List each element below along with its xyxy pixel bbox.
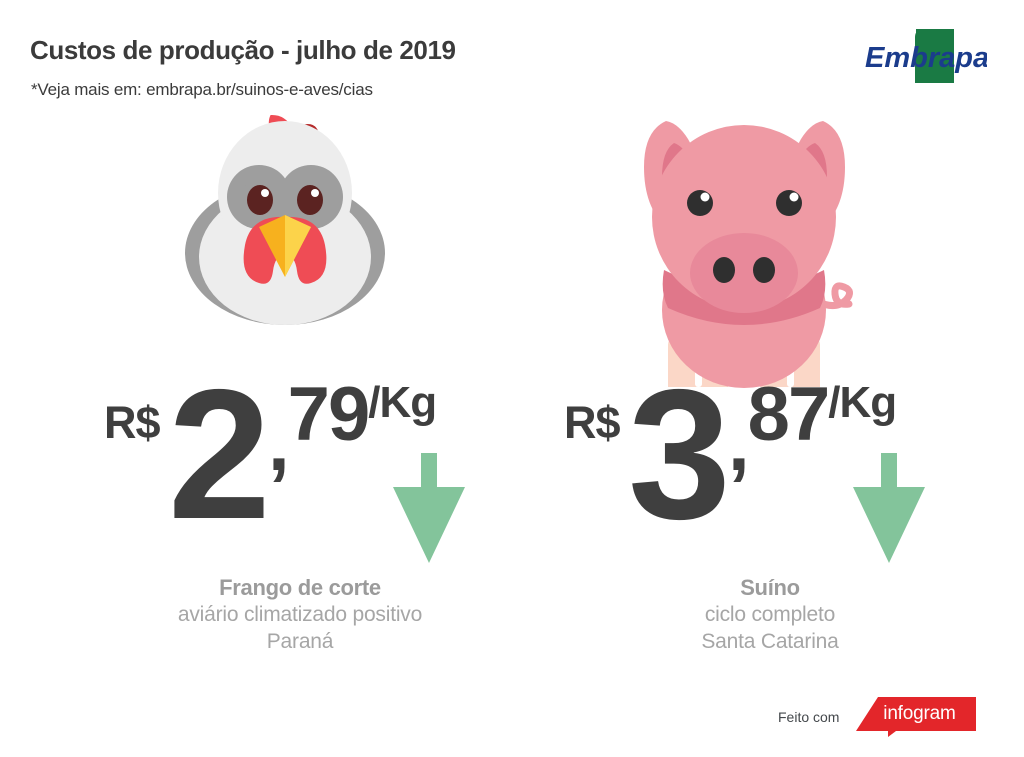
- caption-detail: ciclo completo: [704, 603, 836, 627]
- price-comma: ,: [268, 399, 290, 487]
- chicken-icon: [175, 105, 395, 325]
- infogram-badge[interactable]: infogram: [848, 697, 977, 737]
- arrow-down-icon: [853, 453, 925, 563]
- caption-region: Paraná: [266, 630, 334, 654]
- price-cents: 79: [287, 372, 371, 457]
- embrapa-leaf-icon: [915, 29, 954, 83]
- embrapa-wordmark: Embrapa: [865, 42, 987, 74]
- caption-title: Frango de corte: [219, 575, 381, 600]
- arrow-down-icon: [393, 453, 465, 563]
- price-comma: ,: [728, 399, 750, 487]
- currency-symbol: R$: [564, 397, 621, 448]
- pig-tail-icon: [814, 282, 853, 309]
- price-integer: 2: [168, 352, 271, 558]
- infogram-bubble-icon: [856, 697, 977, 737]
- pig-icon: [612, 105, 877, 390]
- price-fraction-group: , 87 /Kg: [728, 372, 897, 482]
- page-subtitle: *Veja mais em: embrapa.br/suinos-e-aves/…: [31, 80, 373, 99]
- price-integer: 3: [628, 352, 731, 558]
- made-with-label: Feito com: [778, 709, 840, 725]
- footer-attribution: Feito com infogram: [778, 697, 977, 737]
- price-block-chicken: R$ 2 , 79 /Kg: [90, 363, 490, 563]
- price-unit: /Kg: [368, 378, 437, 427]
- caption-title: Suíno: [740, 575, 800, 600]
- currency-symbol: R$: [104, 397, 161, 448]
- caption-pig: Suíno ciclo completo Santa Catarina: [590, 574, 950, 656]
- infogram-label: infogram: [883, 703, 956, 724]
- price-block-pig: R$ 3 , 87 /Kg: [550, 363, 950, 563]
- price-fraction-group: , 79 /Kg: [268, 372, 437, 482]
- embrapa-logo[interactable]: Embrapa: [862, 27, 989, 85]
- caption-detail: aviário climatizado positivo: [177, 603, 423, 627]
- caption-region: Santa Catarina: [701, 630, 839, 654]
- price-cents: 87: [747, 372, 831, 457]
- page-title: Custos de produção - julho de 2019: [30, 35, 456, 65]
- caption-chicken: Frango de corte aviário climatizado posi…: [120, 574, 480, 656]
- price-unit: /Kg: [828, 378, 897, 427]
